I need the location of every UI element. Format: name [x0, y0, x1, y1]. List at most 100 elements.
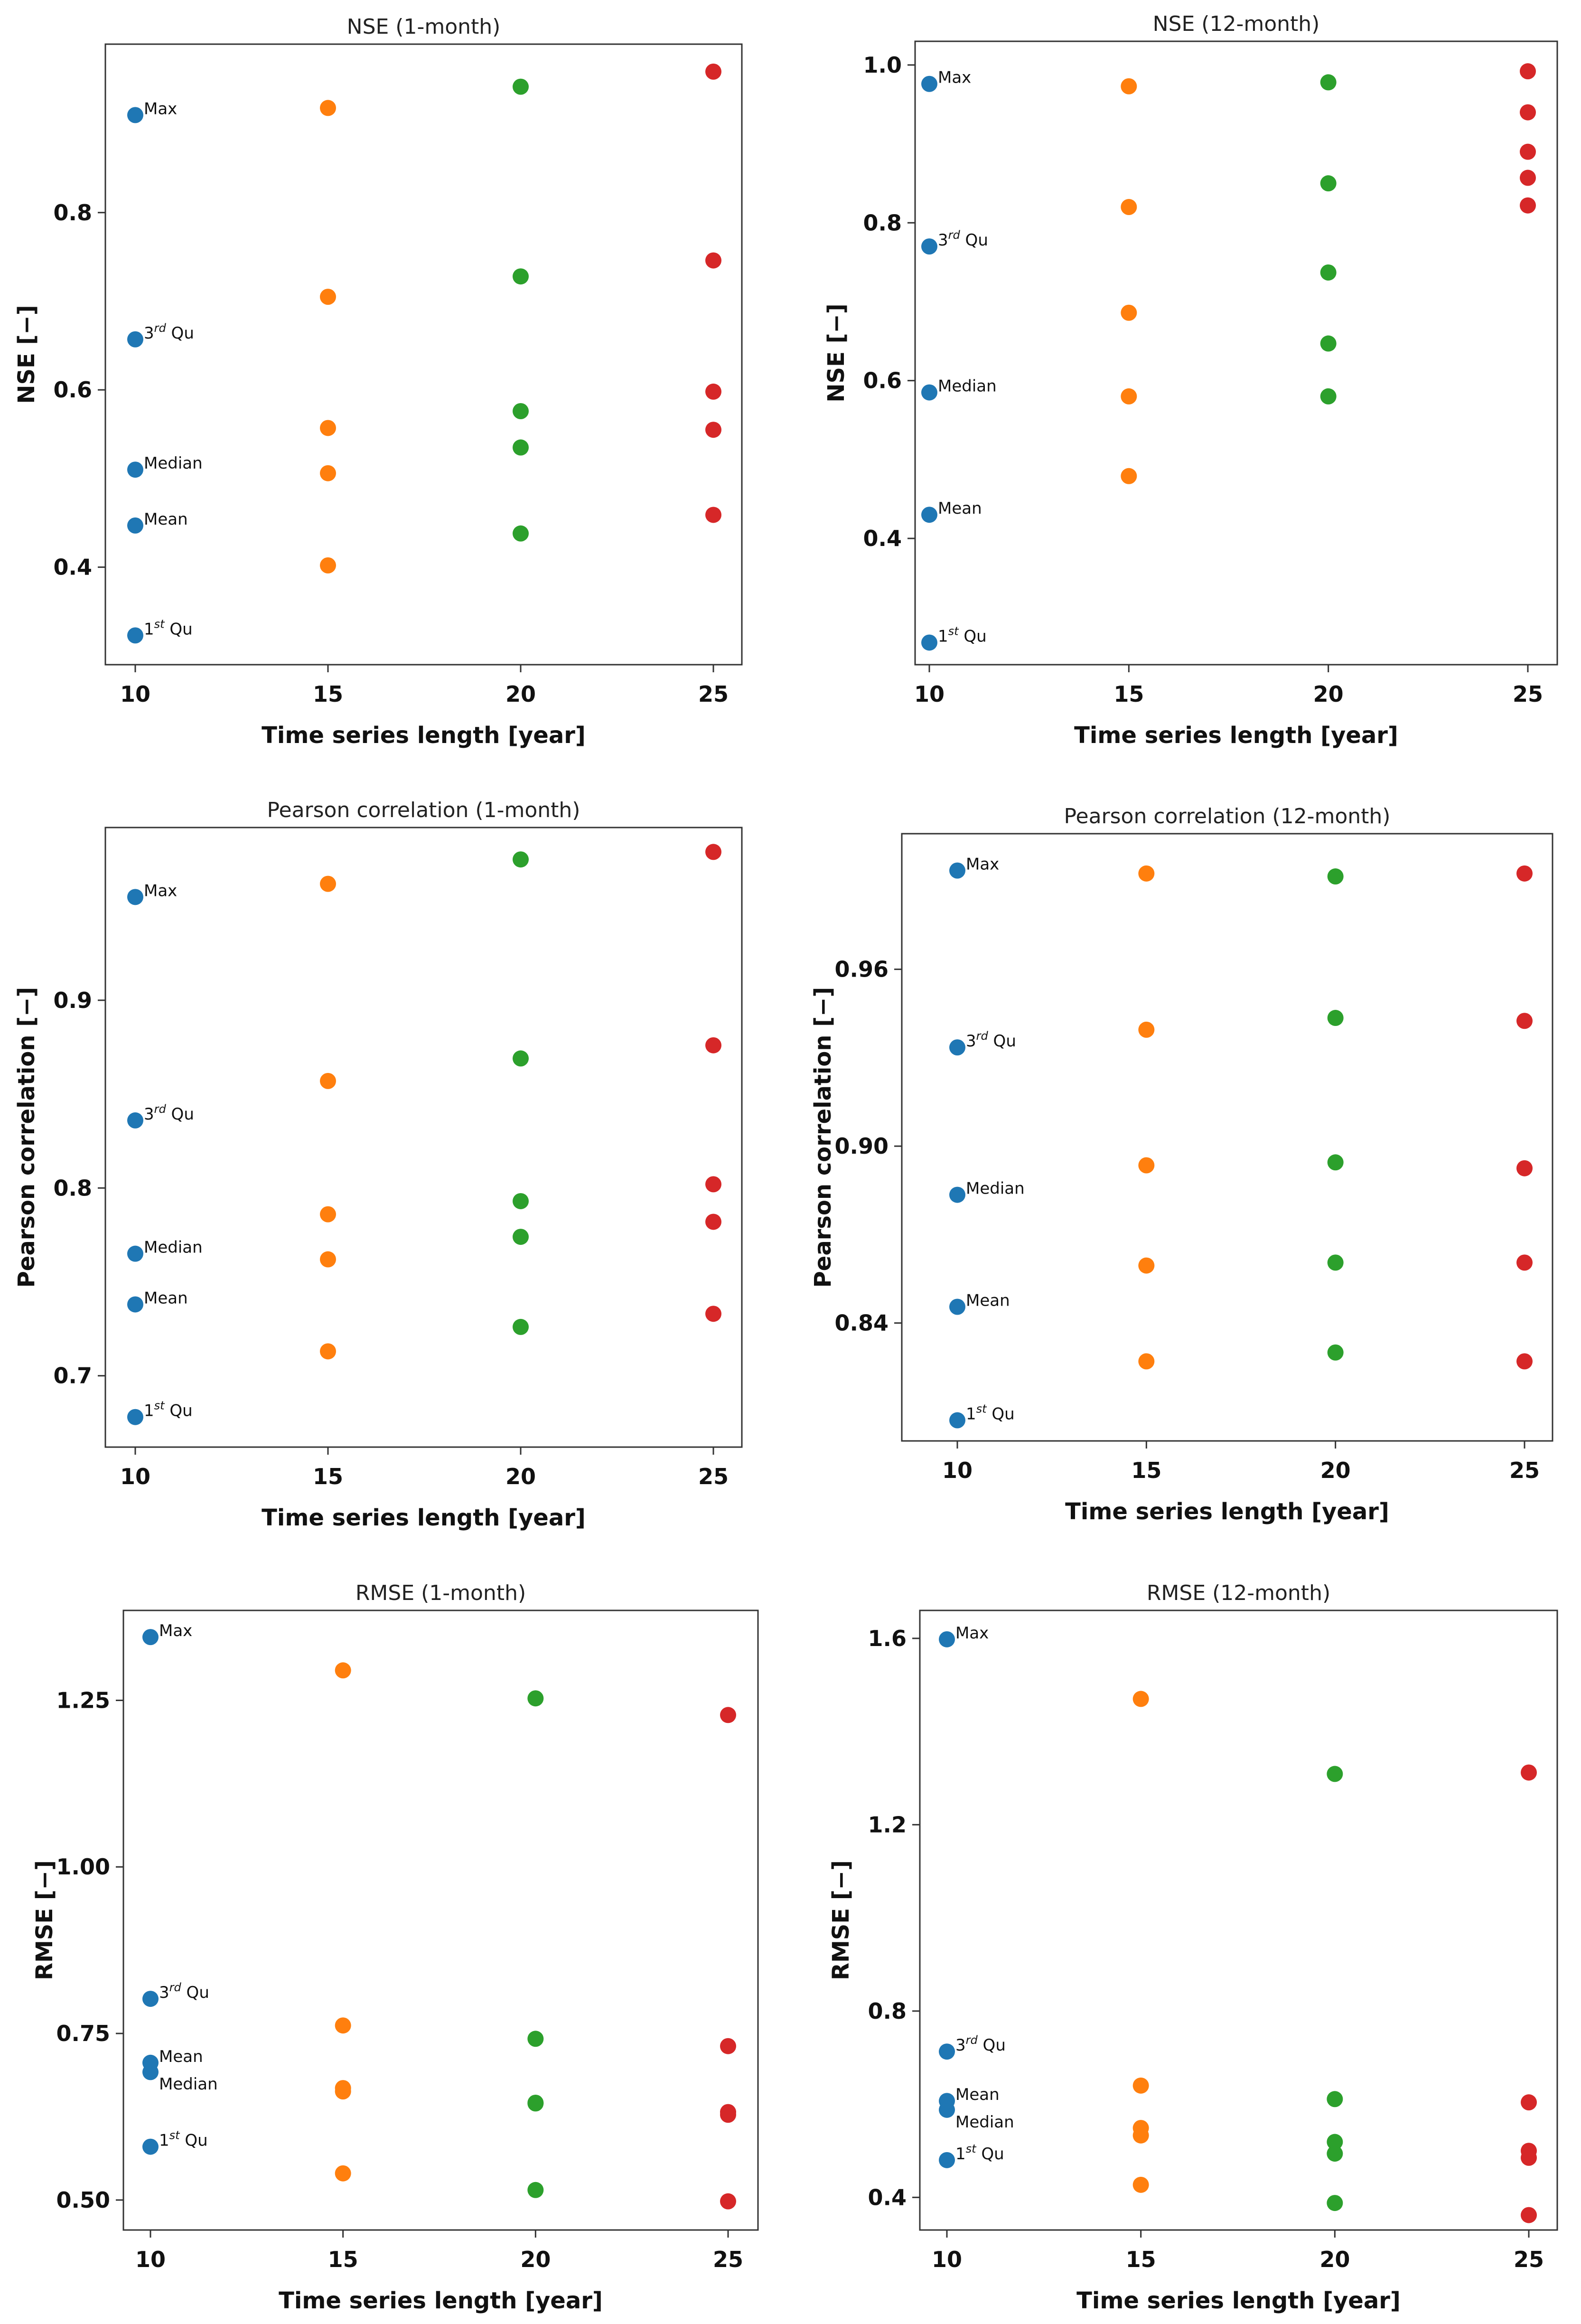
point-20y-max [1320, 74, 1337, 91]
annotation-median: Median [144, 454, 203, 473]
y-tick-label: 0.90 [835, 1133, 889, 1159]
point-15y-median [1121, 304, 1137, 321]
plot-title: Pearson correlation (1-month) [267, 798, 580, 822]
x-tick-label: 20 [520, 2247, 551, 2272]
point-20y-q3 [513, 268, 529, 285]
point-10y-q3 [939, 2043, 955, 2060]
point-10y-median [127, 461, 143, 478]
x-tick-label: 25 [713, 2247, 743, 2272]
point-10y-mean [142, 2054, 159, 2071]
point-25y-max [705, 844, 721, 860]
point-25y-max [720, 1707, 736, 1723]
x-tick-label: 20 [505, 1464, 536, 1489]
x-tick-label: 15 [328, 2247, 358, 2272]
annotation-q3: 3rd Qu [938, 228, 988, 250]
point-25y-max [1520, 63, 1536, 80]
point-20y-mean [1327, 2134, 1343, 2150]
point-25y-q3 [1520, 104, 1536, 121]
annotation-q1: 1st Qu [955, 2142, 1004, 2164]
annotation-max: Max [159, 1621, 192, 1640]
point-20y-median [1327, 2145, 1343, 2162]
point-25y-q1 [705, 1306, 721, 1322]
annotation-q1: 1st Qu [159, 2129, 208, 2150]
point-10y-max [939, 1631, 955, 1647]
annotation-q3: 3rd Qu [159, 1981, 209, 2002]
point-15y-mean [320, 1251, 336, 1268]
point-20y-mean [513, 439, 529, 456]
point-25y-max [1521, 1764, 1537, 1781]
point-10y-max [142, 1629, 159, 1646]
point-10y-q1 [949, 1412, 965, 1429]
point-25y-q3 [705, 252, 721, 269]
plot-1: NSE (1-month) Time series length [year] NS… [13, 15, 743, 749]
point-10y-max [921, 75, 937, 92]
point-20y-mean [1320, 335, 1337, 352]
point-10y-median [127, 1245, 143, 1262]
point-25y-max [1516, 865, 1533, 882]
x-axis-label: Time series length [year] [1065, 1498, 1389, 1525]
y-axis-label: Pearson correlation [−] [810, 987, 836, 1288]
x-tick-label: 15 [313, 1464, 343, 1489]
point-10y-median [921, 384, 937, 401]
annotation-mean: Mean [144, 510, 188, 529]
y-tick-label: 1.6 [868, 1626, 907, 1651]
annotation-mean: Mean [144, 1289, 188, 1308]
annotation-max: Max [955, 1624, 989, 1643]
y-tick-label: 0.8 [868, 1998, 907, 2024]
annotation-q1: 1st Qu [938, 624, 987, 646]
y-tick-label: 1.0 [863, 52, 902, 78]
x-tick-label: 25 [698, 1464, 729, 1489]
plot-2: NSE (12-month) Time series length [year] N… [823, 12, 1558, 749]
x-tick-label: 25 [1509, 1458, 1540, 1483]
point-25y-mean [1521, 2143, 1537, 2159]
x-tick-label: 25 [1513, 681, 1543, 707]
annotation-max: Max [938, 68, 971, 87]
point-25y-q3 [705, 1037, 721, 1054]
y-axis-label: Pearson correlation [−] [13, 987, 40, 1288]
x-tick-label: 20 [1313, 681, 1344, 707]
plot-title: NSE (1-month) [347, 15, 501, 39]
plot-frame [104, 43, 743, 666]
point-20y-q1 [1327, 1344, 1344, 1361]
point-20y-q3 [1327, 1010, 1344, 1026]
annotation-q3: 3rd Qu [144, 1102, 194, 1124]
y-axis-label: RMSE [−] [31, 1860, 58, 1980]
plot-3: Pearson correlation (1-month) Time series… [13, 798, 743, 1531]
y-tick-label: 0.75 [56, 2021, 111, 2046]
point-15y-max [320, 100, 336, 116]
point-20y-q1 [1327, 2195, 1343, 2211]
annotation-median: Median [966, 1179, 1025, 1198]
point-10y-max [127, 889, 143, 905]
point-20y-max [513, 78, 529, 95]
point-10y-q1 [939, 2152, 955, 2168]
point-15y-q1 [1121, 468, 1137, 484]
x-axis-label: Time series length [year] [1074, 722, 1398, 749]
point-10y-q3 [949, 1039, 965, 1056]
point-15y-q3 [1132, 2077, 1149, 2094]
plot-frame [122, 1609, 759, 2231]
point-10y-q1 [921, 634, 937, 651]
point-10y-max [949, 862, 965, 879]
x-tick-label: 20 [1319, 2247, 1350, 2272]
y-tick-label: 0.4 [54, 555, 93, 580]
x-tick-label: 20 [1320, 1458, 1351, 1483]
point-20y-q3 [513, 1050, 529, 1067]
annotation-q3: 3rd Qu [966, 1029, 1016, 1051]
x-axis-label: Time series length [year] [279, 2287, 603, 2314]
y-tick-label: 0.50 [56, 2187, 111, 2213]
point-20y-median [1327, 1154, 1344, 1171]
annotation-q1: 1st Qu [144, 1399, 193, 1421]
point-15y-mean [1121, 388, 1137, 405]
point-10y-q1 [127, 1409, 143, 1425]
plot-frame [914, 40, 1558, 666]
point-20y-mean [527, 2094, 544, 2111]
point-20y-median [513, 1193, 529, 1209]
point-25y-mean [705, 422, 721, 438]
y-axis-label: NSE [−] [823, 303, 850, 402]
y-tick-label: 0.7 [54, 1363, 93, 1389]
y-axis-label: RMSE [−] [828, 1860, 854, 1980]
x-tick-label: 25 [1514, 2247, 1544, 2272]
x-tick-label: 15 [1113, 681, 1144, 707]
y-tick-label: 0.8 [54, 200, 93, 226]
